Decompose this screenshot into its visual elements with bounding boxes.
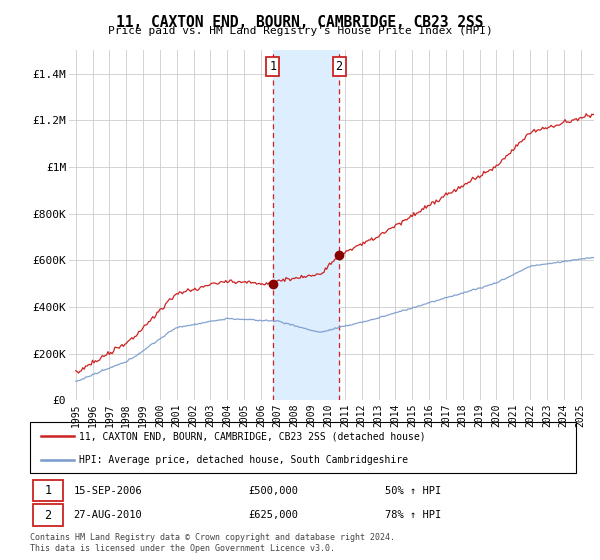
Text: 11, CAXTON END, BOURN, CAMBRIDGE, CB23 2SS: 11, CAXTON END, BOURN, CAMBRIDGE, CB23 2… <box>116 15 484 30</box>
Text: 27-AUG-2010: 27-AUG-2010 <box>74 510 142 520</box>
Bar <box>273 50 339 400</box>
Bar <box>33 505 63 526</box>
Text: 15-SEP-2006: 15-SEP-2006 <box>74 486 142 496</box>
Text: 2: 2 <box>44 509 52 522</box>
Text: 78% ↑ HPI: 78% ↑ HPI <box>385 510 441 520</box>
Text: £500,000: £500,000 <box>248 486 298 496</box>
Text: HPI: Average price, detached house, South Cambridgeshire: HPI: Average price, detached house, Sout… <box>79 455 408 465</box>
Text: 11, CAXTON END, BOURN, CAMBRIDGE, CB23 2SS (detached house): 11, CAXTON END, BOURN, CAMBRIDGE, CB23 2… <box>79 431 426 441</box>
Text: 50% ↑ HPI: 50% ↑ HPI <box>385 486 441 496</box>
Text: £625,000: £625,000 <box>248 510 298 520</box>
Text: 2: 2 <box>335 60 343 73</box>
Text: Contains HM Land Registry data © Crown copyright and database right 2024.
This d: Contains HM Land Registry data © Crown c… <box>30 533 395 553</box>
Bar <box>33 480 63 501</box>
Text: Price paid vs. HM Land Registry's House Price Index (HPI): Price paid vs. HM Land Registry's House … <box>107 26 493 36</box>
Text: 1: 1 <box>44 484 52 497</box>
Text: 1: 1 <box>269 60 277 73</box>
